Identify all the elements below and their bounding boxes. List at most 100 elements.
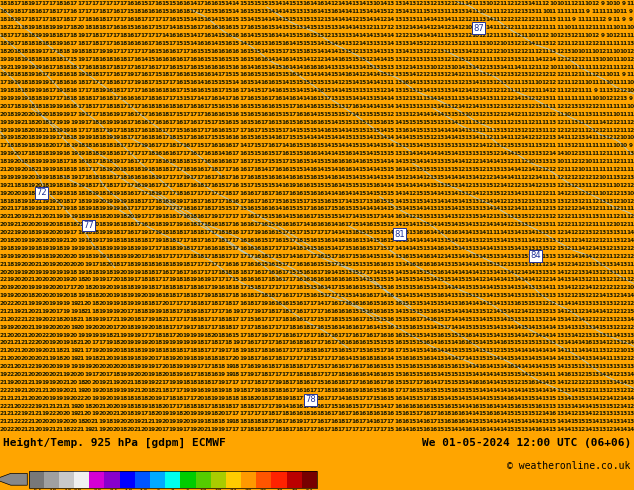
Text: 19: 19 xyxy=(133,325,141,330)
Text: 19: 19 xyxy=(0,293,8,298)
Text: 17: 17 xyxy=(84,112,92,117)
Text: 17: 17 xyxy=(246,167,254,172)
Text: 16: 16 xyxy=(457,412,465,416)
Text: 15: 15 xyxy=(493,285,501,290)
Text: 17: 17 xyxy=(126,144,134,148)
Text: 18: 18 xyxy=(133,238,141,243)
Text: 18: 18 xyxy=(267,277,275,282)
Text: 17: 17 xyxy=(154,277,163,282)
Text: 17: 17 xyxy=(302,419,311,424)
Text: 14: 14 xyxy=(563,419,571,424)
Text: 13: 13 xyxy=(464,151,472,156)
Text: 12: 12 xyxy=(577,333,585,338)
Text: 20: 20 xyxy=(126,214,134,220)
Text: 15: 15 xyxy=(274,112,282,117)
Text: 14: 14 xyxy=(373,167,381,172)
Text: 16: 16 xyxy=(344,404,353,409)
Text: 13: 13 xyxy=(450,183,458,188)
Text: 12: 12 xyxy=(309,57,318,62)
Text: 19: 19 xyxy=(63,112,71,117)
Text: 18: 18 xyxy=(70,191,78,196)
Text: 19: 19 xyxy=(98,277,107,282)
Text: 12: 12 xyxy=(598,285,607,290)
Text: 15: 15 xyxy=(246,317,254,322)
Text: 9: 9 xyxy=(628,96,633,101)
Text: 14: 14 xyxy=(436,96,444,101)
Text: 18: 18 xyxy=(309,372,318,377)
Text: 15: 15 xyxy=(415,135,424,141)
Text: 21: 21 xyxy=(27,277,36,282)
Text: 16: 16 xyxy=(210,25,219,30)
Text: 14: 14 xyxy=(316,9,325,14)
Text: 14: 14 xyxy=(493,388,501,393)
Text: 12: 12 xyxy=(556,57,564,62)
Text: 18: 18 xyxy=(70,65,78,70)
Text: 16: 16 xyxy=(77,159,85,164)
Text: 15: 15 xyxy=(436,427,444,432)
Text: 12: 12 xyxy=(570,317,578,322)
Text: 14: 14 xyxy=(584,348,592,353)
Text: 12: 12 xyxy=(507,96,515,101)
Text: 17: 17 xyxy=(387,419,395,424)
Text: 17: 17 xyxy=(380,348,388,353)
Text: 20: 20 xyxy=(91,404,99,409)
Text: 12: 12 xyxy=(486,88,494,93)
Text: 17: 17 xyxy=(239,427,247,432)
Text: 18: 18 xyxy=(27,17,36,22)
Text: 17: 17 xyxy=(210,270,219,274)
Text: 18: 18 xyxy=(443,412,451,416)
Text: 14: 14 xyxy=(210,17,219,22)
Text: 16: 16 xyxy=(204,73,212,77)
Text: 14: 14 xyxy=(626,395,634,401)
Text: 16: 16 xyxy=(84,65,92,70)
Text: 16: 16 xyxy=(288,175,297,180)
Text: 14: 14 xyxy=(408,222,417,227)
Text: 10: 10 xyxy=(556,1,564,6)
Text: 16: 16 xyxy=(267,104,275,109)
Text: 17: 17 xyxy=(126,49,134,54)
Text: 20: 20 xyxy=(20,230,29,235)
Text: 18: 18 xyxy=(20,73,29,77)
Bar xyxy=(29,471,44,488)
Text: 19: 19 xyxy=(155,238,162,243)
Text: 15: 15 xyxy=(267,214,275,220)
Text: 16: 16 xyxy=(232,222,240,227)
Text: 17: 17 xyxy=(253,404,261,409)
Text: 13: 13 xyxy=(500,159,508,164)
Text: 18: 18 xyxy=(274,395,282,401)
Text: 17: 17 xyxy=(288,372,297,377)
Text: 17: 17 xyxy=(35,1,43,6)
Text: 21: 21 xyxy=(6,206,15,212)
Text: 14: 14 xyxy=(359,222,367,227)
Text: 12: 12 xyxy=(556,214,564,220)
Text: 14: 14 xyxy=(267,17,275,22)
Text: 17: 17 xyxy=(42,9,50,14)
Text: 15: 15 xyxy=(316,317,325,322)
Text: 13: 13 xyxy=(542,222,550,227)
Text: 14: 14 xyxy=(570,301,578,306)
Text: 14: 14 xyxy=(479,372,487,377)
Text: 11: 11 xyxy=(605,65,614,70)
Text: 18: 18 xyxy=(70,127,78,133)
Text: 12: 12 xyxy=(527,135,536,141)
Text: 11: 11 xyxy=(471,41,480,46)
Text: 16: 16 xyxy=(133,96,141,101)
Text: 17: 17 xyxy=(366,395,374,401)
Text: 16: 16 xyxy=(133,183,141,188)
Text: 19: 19 xyxy=(105,120,113,125)
Text: 17: 17 xyxy=(119,183,127,188)
Text: 12: 12 xyxy=(612,120,621,125)
Text: 15: 15 xyxy=(387,341,395,345)
Text: 10: 10 xyxy=(598,96,606,101)
Text: 12: 12 xyxy=(563,262,571,267)
Text: 17: 17 xyxy=(309,333,318,338)
Text: 15: 15 xyxy=(302,17,311,22)
Text: 13: 13 xyxy=(612,341,621,345)
Text: 17: 17 xyxy=(359,198,367,203)
Text: 14: 14 xyxy=(366,80,374,85)
Text: 13: 13 xyxy=(563,356,571,361)
Text: 19: 19 xyxy=(169,380,177,385)
Text: 14: 14 xyxy=(464,301,472,306)
Text: 18: 18 xyxy=(183,246,191,251)
Text: 17: 17 xyxy=(204,270,212,274)
